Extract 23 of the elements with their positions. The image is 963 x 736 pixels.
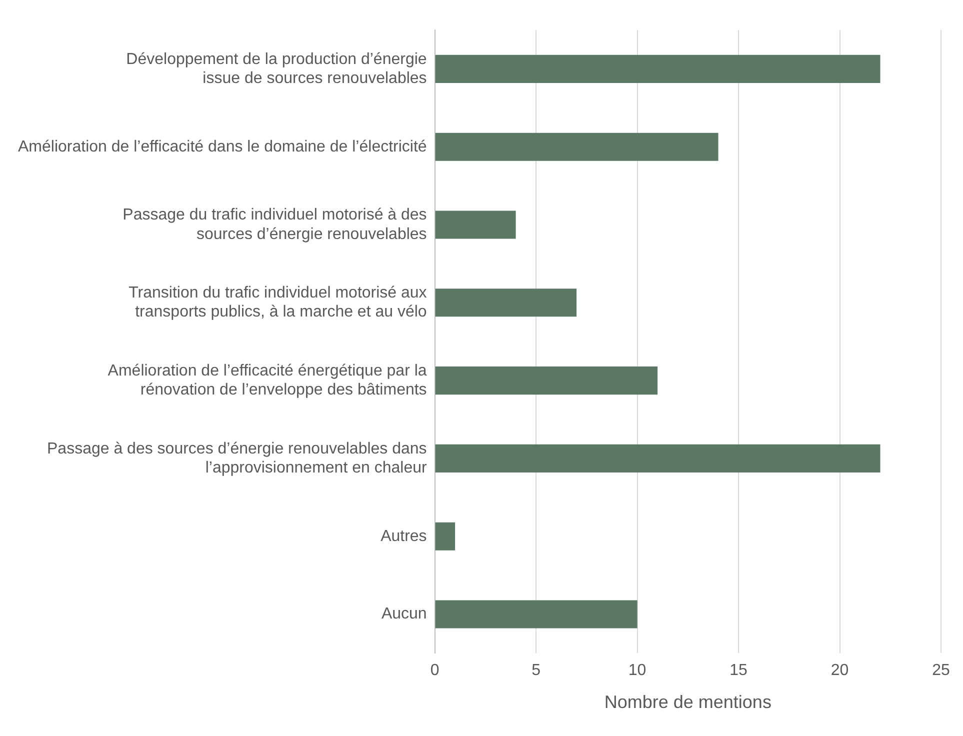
bar	[435, 210, 516, 239]
x-axis-title: Nombre de mentions	[604, 692, 772, 712]
y-tick-label: Amélioration de l’efficacité énergétique par la rénovation de l’enveloppe des bâtiments	[108, 362, 427, 399]
bar	[435, 132, 718, 161]
bar	[435, 54, 880, 83]
bar	[435, 600, 638, 628]
x-tick-label: 0	[430, 662, 440, 680]
y-tick-label: Passage à des sources d’énergie renouvelables dans l’approvisionnement en chaleur	[47, 440, 428, 476]
y-tick-label: Aucun	[381, 606, 427, 623]
x-tick-label: 5	[532, 662, 541, 680]
bar	[435, 288, 577, 317]
y-tick-label: Autres	[380, 528, 427, 545]
bar	[435, 522, 456, 550]
x-tick-label: 10	[628, 662, 646, 680]
y-tick-label: Développement de la production d’énergie issue de sources renouvelables	[126, 50, 427, 87]
bar	[435, 444, 880, 472]
x-tick-label: 20	[830, 662, 849, 680]
y-tick-label: Amélioration de l’efficacité dans le domaine de l’électricité	[18, 138, 427, 156]
y-tick-label: Transition du trafic individuel motorisé aux transports publics, à la marche et au vélo	[128, 284, 427, 321]
y-tick-label: Passage du trafic individuel motorisé à des sources d’énergie renouvelables	[122, 206, 427, 243]
x-tick-label: 15	[730, 662, 748, 680]
x-tick-label: 25	[932, 662, 950, 680]
bar	[435, 366, 658, 395]
